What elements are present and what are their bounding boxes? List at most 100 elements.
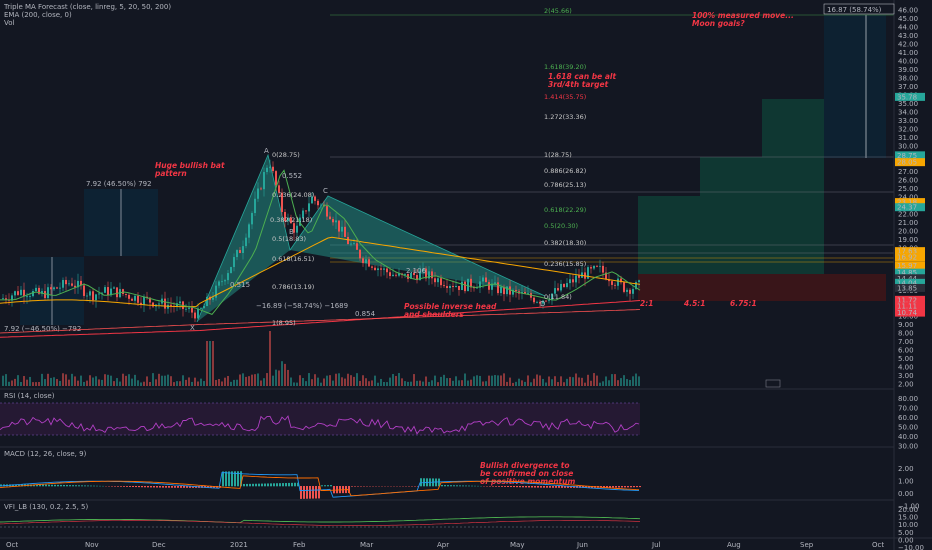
macd-bar: [222, 471, 224, 487]
volume-bar: [236, 379, 238, 386]
macd-bar: [144, 486, 146, 488]
volume-bar: [401, 378, 403, 386]
candle-body: [14, 291, 16, 296]
time-axis[interactable]: Oct Nov Dec 2021 Feb Mar Apr May Jun Jul Aug Sep Oct: [6, 541, 884, 549]
macd-bar: [270, 483, 272, 487]
volume-bar: [143, 381, 145, 386]
fib-level-label: 0.886(26.82): [544, 167, 586, 175]
point-x-label: X: [190, 324, 195, 332]
price-axis-label: 24.00: [898, 194, 918, 202]
ab-fib-label: 0(28.75): [272, 151, 300, 159]
macd-bar: [252, 483, 254, 487]
candle-body: [143, 296, 145, 305]
candle-body: [347, 236, 349, 245]
fib-level-label: 0(11.84): [544, 293, 572, 301]
candle-body: [224, 280, 226, 282]
candle-body: [266, 167, 268, 173]
macd-bar: [627, 486, 629, 488]
candle-body: [467, 278, 469, 292]
volume-bar: [506, 381, 508, 386]
collapse-pane-icon[interactable]: [765, 379, 781, 388]
candle-body: [59, 287, 61, 289]
macd-bar: [303, 486, 305, 499]
candle-body: [104, 287, 106, 293]
macd-bar: [42, 484, 44, 487]
volume-bar: [575, 373, 577, 386]
macd-bar: [624, 486, 626, 488]
candle-body: [326, 206, 328, 217]
macd-bar: [69, 485, 71, 487]
volume-bar: [617, 380, 619, 386]
volume-bar: [437, 382, 439, 386]
price-axis-label: 19.00: [898, 236, 918, 244]
candle-body: [464, 281, 466, 292]
axis-label: 15.00: [898, 514, 918, 522]
volume-bar: [161, 375, 163, 386]
candle-body: [626, 289, 628, 292]
candle-body: [41, 291, 43, 294]
price-tag: [895, 308, 925, 317]
price-tag: [895, 261, 925, 270]
candle-body: [350, 243, 352, 245]
candle-body: [308, 203, 310, 212]
volume-bar: [107, 374, 109, 386]
point-c-label: C: [323, 187, 328, 195]
candle-body: [185, 308, 187, 310]
macd-bar: [348, 486, 350, 494]
volume-bar: [566, 378, 568, 386]
candle-body: [341, 226, 343, 232]
volume-bar: [593, 373, 595, 386]
volume-bar: [338, 373, 340, 386]
volume-bar: [272, 375, 274, 386]
candle-body: [443, 285, 445, 287]
macd-bar: [468, 485, 470, 487]
volume-bar: [251, 374, 253, 386]
annotation-moon-2: Moon goals?: [692, 19, 745, 28]
measure-box-down-label: 7.92 (−46.50%) −792: [4, 325, 81, 333]
annotation-div-1: Bullish divergence to: [480, 461, 569, 470]
candle-body: [26, 296, 28, 298]
volume-bar: [476, 375, 478, 386]
volume-bar: [467, 380, 469, 386]
candle-body: [638, 280, 640, 283]
macd-bar: [261, 483, 263, 487]
volume-bar: [368, 381, 370, 386]
macd-bar: [87, 485, 89, 487]
price-axis-label: 30.00: [898, 143, 918, 151]
candle-body: [122, 289, 124, 294]
macd-bar: [312, 486, 314, 499]
macd-bar: [189, 486, 191, 488]
candle-body: [221, 281, 223, 283]
macd-bar: [621, 486, 623, 488]
price-axis-label: 35.00: [898, 100, 918, 108]
axis-label: −10.00: [898, 544, 924, 550]
candle-body: [71, 283, 73, 286]
volume-bar: [305, 381, 307, 386]
candle-body: [17, 291, 19, 295]
measure-box-drop-label: −16.89 (−58.74%) −1689: [256, 302, 348, 310]
candle-body: [38, 287, 40, 294]
candle-body: [488, 282, 490, 290]
candle-body: [92, 291, 94, 301]
candle-body: [593, 265, 595, 269]
volume-bar: [581, 377, 583, 386]
candle-body: [344, 226, 346, 237]
candle-body: [149, 297, 151, 303]
price-tag-label: 14.04: [897, 279, 918, 287]
macd-bar: [258, 483, 260, 487]
volume-bar: [464, 373, 466, 386]
volume-bar: [116, 378, 118, 386]
annotation-fib-1: 1.618 can be alt: [548, 72, 616, 81]
volume-bar: [626, 379, 628, 386]
macd-bar: [81, 485, 83, 487]
candle-body: [587, 267, 589, 279]
candle-body: [368, 259, 370, 267]
macd-axis[interactable]: 2.00 1.00 0.00 −1.00: [898, 465, 919, 511]
volume-bar: [104, 374, 106, 386]
volume-bar: [275, 369, 277, 386]
candle-body: [200, 308, 202, 310]
